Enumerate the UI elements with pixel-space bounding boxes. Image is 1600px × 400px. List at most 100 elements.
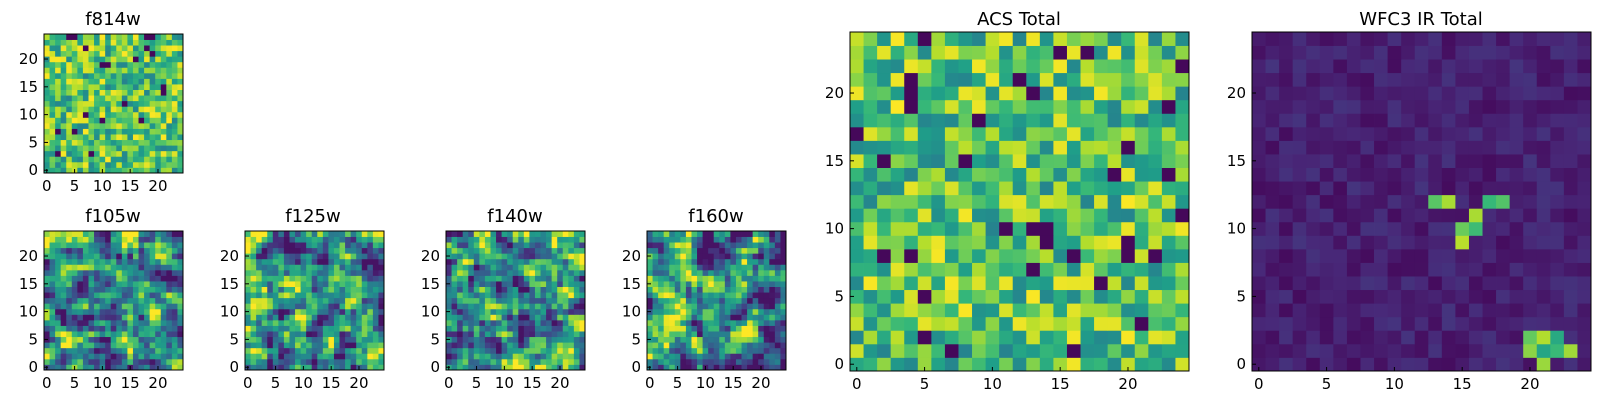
- heatmap-cell: [155, 336, 162, 343]
- heatmap-cell: [144, 258, 151, 265]
- heatmap-cell: [350, 236, 357, 243]
- heatmap-cell: [311, 308, 318, 315]
- heatmap-cell: [155, 342, 162, 349]
- heatmap-cell: [769, 331, 776, 338]
- heatmap-cell: [317, 253, 324, 260]
- heatmap-cell: [446, 319, 452, 326]
- heatmap-cell: [1346, 303, 1361, 318]
- heatmap-cell: [278, 264, 285, 271]
- heatmap-cell: [350, 308, 357, 315]
- heatmap-cell: [245, 231, 251, 237]
- heatmap-cell: [1414, 154, 1429, 168]
- heatmap-cell: [669, 292, 676, 299]
- heatmap-cell: [311, 264, 318, 271]
- heatmap-cell: [82, 331, 89, 338]
- heatmap-cell: [171, 67, 178, 74]
- heatmap-cell: [958, 86, 973, 101]
- heatmap-cell: [663, 314, 670, 321]
- heatmap-cell: [88, 308, 95, 315]
- heatmap-cell: [719, 236, 726, 243]
- heatmap-cell: [568, 325, 575, 332]
- heatmap-cell: [658, 303, 665, 310]
- heatmap-cell: [1012, 194, 1027, 209]
- heatmap-cell: [311, 253, 318, 260]
- heatmap-cell: [730, 286, 737, 293]
- heatmap-cell: [339, 236, 346, 243]
- heatmap-cell: [306, 286, 313, 293]
- heatmap-cell: [300, 353, 307, 360]
- heatmap-cell: [378, 264, 385, 271]
- heatmap-cell: [171, 111, 178, 118]
- heatmap-cell: [272, 247, 279, 254]
- heatmap-cell: [1360, 235, 1375, 250]
- heatmap-cell: [317, 258, 324, 265]
- heatmap-cell: [160, 100, 167, 107]
- heatmap-cell: [66, 167, 73, 174]
- heatmap-cell: [708, 264, 715, 271]
- heatmap-cell: [1550, 194, 1565, 209]
- heatmap-cell: [557, 275, 564, 282]
- heatmap-cell: [652, 286, 659, 293]
- heatmap-cell: [468, 364, 475, 371]
- heatmap-cell: [289, 297, 296, 304]
- heatmap-cell: [322, 286, 329, 293]
- heatmap-cell: [735, 275, 742, 282]
- heatmap-cell: [138, 34, 145, 40]
- heatmap-cell: [1094, 45, 1109, 60]
- heatmap-cell: [77, 56, 84, 63]
- heatmap-cell: [1053, 181, 1068, 196]
- heatmap-cell: [741, 247, 748, 254]
- heatmap-cell: [283, 358, 290, 365]
- heatmap-cell: [177, 56, 184, 63]
- heatmap-cell: [60, 89, 67, 96]
- heatmap-cell: [758, 286, 765, 293]
- heatmap-cell: [479, 342, 486, 349]
- heatmap-cell: [1509, 330, 1524, 345]
- heatmap-cell: [774, 336, 781, 343]
- heatmap-cell: [138, 45, 145, 52]
- heatmap-cell: [518, 275, 525, 282]
- heatmap-cell: [311, 281, 318, 287]
- heatmap-cell: [501, 264, 508, 271]
- heatmap-cell: [272, 242, 279, 249]
- heatmap-cell: [1292, 99, 1307, 114]
- heatmap-cell: [769, 347, 776, 354]
- heatmap-cell: [166, 95, 173, 102]
- heatmap-cell: [1306, 154, 1321, 168]
- heatmap-cell: [77, 342, 84, 349]
- heatmap-cell: [155, 353, 162, 360]
- heatmap-cell: [540, 275, 547, 282]
- heatmap-cell: [1306, 343, 1321, 358]
- heatmap-cell: [462, 331, 469, 338]
- heatmap-cell: [339, 258, 346, 265]
- heatmap-cell: [250, 236, 257, 243]
- heatmap-cell: [490, 353, 497, 360]
- heatmap-cell: [1292, 357, 1307, 372]
- heatmap-cell: [116, 247, 123, 254]
- heatmap-cell: [691, 342, 698, 349]
- heatmap-cell: [1523, 357, 1538, 372]
- heatmap-cell: [1360, 113, 1375, 128]
- heatmap-cell: [1053, 316, 1068, 331]
- heatmap-cell: [877, 262, 892, 277]
- heatmap-cell: [105, 242, 112, 249]
- heatmap-cell: [917, 303, 932, 318]
- heatmap-cell: [155, 258, 162, 265]
- heatmap-cell: [49, 128, 56, 135]
- heatmap-cell: [685, 331, 692, 338]
- heatmap-cell: [540, 258, 547, 265]
- heatmap-cell: [691, 269, 698, 276]
- heatmap-cell: [372, 347, 379, 354]
- heatmap-cell: [1428, 126, 1443, 141]
- heatmap-cell: [680, 269, 687, 276]
- heatmap-cell: [1292, 208, 1307, 223]
- x-tick-label: 5: [673, 374, 683, 392]
- heatmap-cell: [697, 308, 703, 315]
- heatmap-cell: [166, 325, 173, 332]
- heatmap-cell: [685, 242, 692, 249]
- heatmap-cell: [691, 292, 698, 299]
- heatmap-cell: [763, 269, 770, 276]
- heatmap-cell: [1509, 167, 1524, 182]
- heatmap-cell: [944, 45, 959, 60]
- heatmap-cell: [479, 353, 486, 360]
